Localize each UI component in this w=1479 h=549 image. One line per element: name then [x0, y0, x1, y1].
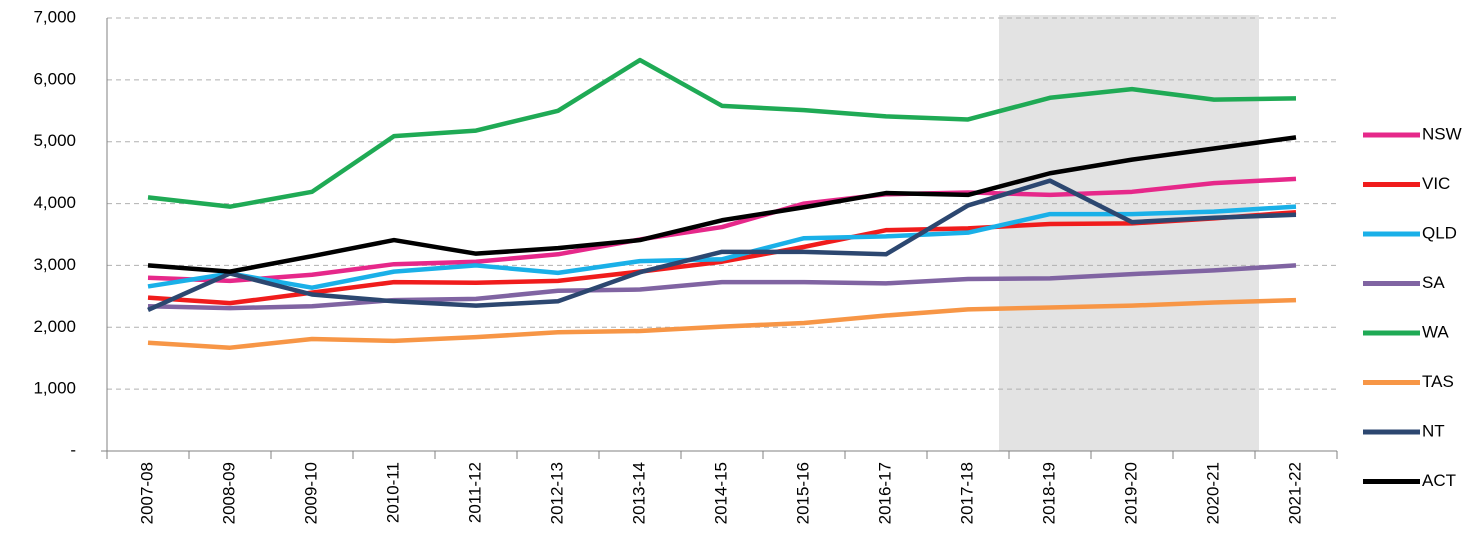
- y-tick-label: 1,000: [33, 379, 76, 398]
- legend-label: TAS: [1422, 372, 1454, 391]
- legend-label: WA: [1422, 322, 1449, 341]
- legend-label: NT: [1422, 421, 1445, 440]
- series-line: [147, 135, 1297, 274]
- legend-label: NSW: [1422, 124, 1462, 143]
- x-tick-label: 2008-09: [219, 462, 238, 524]
- series-line: [147, 263, 1297, 311]
- x-tick-label: 2009-10: [301, 462, 320, 524]
- y-tick-label: 4,000: [33, 193, 76, 212]
- series-line: [147, 57, 1297, 209]
- y-tick-label: 3,000: [33, 255, 76, 274]
- legend-label: QLD: [1422, 223, 1457, 242]
- legend-label: VIC: [1422, 174, 1450, 193]
- x-tick-label: 2013-14: [629, 462, 648, 524]
- x-tick-label: 2007-08: [137, 462, 156, 524]
- x-tick-label: 2015-16: [793, 462, 812, 524]
- y-tick-label: 5,000: [33, 131, 76, 150]
- series-line: [147, 204, 1297, 290]
- series-line: [147, 176, 1297, 284]
- series-line: [147, 178, 1297, 313]
- x-tick-label: 2020-21: [1203, 462, 1222, 524]
- x-tick-label: 2011-12: [465, 462, 484, 523]
- legend-label: SA: [1422, 273, 1445, 292]
- x-tick-label: 2021-22: [1285, 462, 1304, 524]
- x-tick-label: 2019-20: [1121, 462, 1140, 524]
- legend-label: ACT: [1422, 471, 1456, 490]
- x-tick-label: 2016-17: [875, 462, 894, 524]
- y-tick-label: 7,000: [33, 7, 76, 26]
- y-tick-label: -: [70, 440, 76, 459]
- x-tick-label: 2010-11: [383, 462, 402, 523]
- series-line: [147, 209, 1297, 306]
- forecast-shade: [999, 15, 1259, 451]
- y-tick-label: 2,000: [33, 317, 76, 336]
- x-tick-label: 2017-18: [957, 462, 976, 524]
- x-tick-label: 2012-13: [547, 462, 566, 524]
- x-tick-label: 2018-19: [1039, 462, 1058, 524]
- x-tick-label: 2014-15: [711, 462, 730, 524]
- series-line: [147, 297, 1297, 350]
- y-tick-label: 6,000: [33, 69, 76, 88]
